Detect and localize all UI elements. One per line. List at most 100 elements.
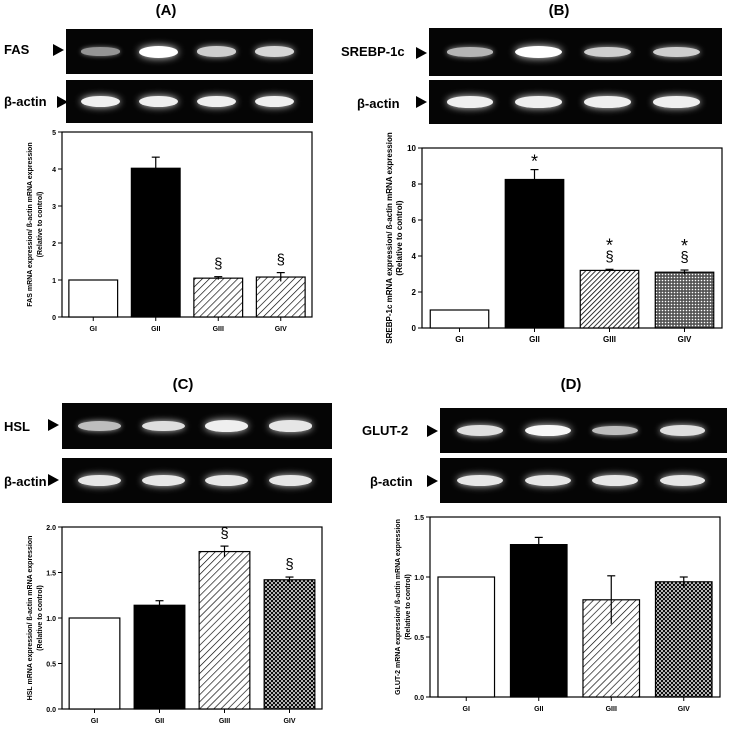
gel-actin-b	[429, 80, 722, 124]
y-axis-label-2: (Relative to control)	[395, 200, 404, 275]
gel-band	[141, 474, 185, 487]
y-tick-label: 4	[52, 167, 56, 174]
chart-c: 0.0 0.5 1.0 1.5 2.0 HSL mRNA expression/ ß-ac…	[27, 525, 323, 725]
gel-band	[268, 474, 312, 487]
y-tick-label: 1.0	[414, 575, 424, 582]
x-tick-label: GI	[455, 335, 463, 344]
actin-label-a: β-actin	[4, 94, 47, 109]
x-tick-label: GIV	[678, 706, 690, 713]
y-tick-label: 2	[412, 288, 417, 297]
plot-frame	[421, 147, 723, 329]
arrow-icon	[57, 96, 68, 108]
gel-band	[457, 425, 504, 436]
significance-mark: §	[605, 248, 613, 265]
gel-band	[138, 45, 179, 58]
bar-giv	[255, 276, 306, 318]
y-axis-label: GLUT-2 mRNA expression/ ß-actin mRNA exp…	[395, 519, 402, 695]
x-tick-label: GII	[529, 335, 540, 344]
x-tick-label: GIII	[219, 718, 230, 725]
y-tick-label: 6	[412, 216, 417, 225]
bar-gii	[133, 604, 186, 710]
gel-band	[78, 474, 122, 487]
bar-gi	[68, 617, 121, 710]
y-tick-label: 0.5	[414, 635, 424, 642]
bar-gii	[504, 178, 565, 329]
bar-giv	[654, 581, 713, 698]
x-tick-label: GIV	[283, 718, 295, 725]
x-tick-label: GIV	[678, 335, 692, 344]
y-tick-label: 5	[52, 130, 56, 137]
x-tick-label: GIII	[603, 335, 616, 344]
actin-label-b: β-actin	[357, 96, 400, 111]
gel-band	[141, 420, 185, 432]
x-tick-label: GIII	[213, 326, 224, 333]
gel-band	[659, 425, 706, 436]
panel-label-c: (C)	[172, 376, 194, 393]
y-axis-label-2: (Relative to control)	[405, 574, 412, 640]
significance-mark: *	[681, 236, 688, 256]
significance-mark: §	[277, 252, 285, 269]
significance-mark: §	[214, 256, 222, 273]
y-tick-label: 2	[52, 241, 56, 248]
chart-d: 0.0 0.5 1.0 1.5 GLUT-2 mRNA expression/ ß-ac…	[395, 515, 721, 713]
chart-b: 0 2 4 6 8 10 SREBP-1c mRNA expression/ ß-actin…	[385, 132, 723, 344]
y-tick-label: 1.5	[414, 515, 424, 522]
gel-band	[653, 96, 701, 108]
y-tick-label: 2.0	[46, 525, 56, 532]
arrow-icon	[416, 47, 427, 59]
y-tick-label: 0.5	[46, 662, 56, 669]
gel-band	[78, 421, 122, 431]
arrow-icon	[48, 474, 59, 486]
gel-band	[268, 420, 312, 432]
panel-label-d: (D)	[560, 376, 582, 393]
significance-mark: *	[531, 152, 538, 172]
plot-frame	[429, 516, 721, 698]
y-axis-label-2: (Relative to control)	[37, 585, 44, 651]
gel-gene-c	[62, 403, 332, 449]
y-axis-label: HSL mRNA expression/ ß-actin mRNA expres…	[27, 536, 34, 701]
gel-band	[653, 46, 701, 58]
plot-frame	[61, 131, 313, 318]
y-tick-label: 0	[412, 324, 417, 333]
x-tick-label: GI	[90, 326, 97, 333]
gene-label-b: SREBP-1c	[341, 44, 405, 59]
bar-giii	[193, 277, 244, 318]
gel-band	[205, 474, 249, 487]
x-tick-label: GII	[155, 718, 164, 725]
bar-giii	[579, 269, 640, 329]
bar-gi	[68, 279, 119, 318]
y-axis-label: SREBP-1c mRNA expression/ ß-actin mRNA e…	[385, 132, 394, 344]
y-tick-label: 1.0	[46, 616, 56, 623]
x-tick-label: GI	[91, 718, 98, 725]
gel-actin-a	[66, 80, 313, 123]
arrow-icon	[427, 425, 438, 437]
y-tick-label: 0	[52, 315, 56, 322]
gel-band	[659, 474, 706, 487]
y-tick-label: 10	[407, 144, 416, 153]
gel-actin-c	[62, 458, 332, 503]
gel-band	[584, 46, 632, 58]
bar-giv	[263, 579, 316, 710]
gel-gene-a	[66, 29, 313, 74]
x-tick-label: GII	[534, 706, 543, 713]
gel-band	[446, 96, 494, 108]
gel-band	[254, 95, 295, 108]
bar-gi	[437, 576, 496, 698]
gene-label-c: HSL	[4, 419, 30, 434]
x-tick-label: GIV	[275, 326, 287, 333]
gel-band	[515, 46, 563, 58]
gel-gene-d	[440, 408, 727, 453]
bar-giii	[198, 550, 251, 710]
gel-band	[138, 95, 179, 108]
y-axis-label: FAS mRNA expression/ ß-actin mRNA expres…	[27, 142, 34, 306]
gene-label-d: GLUT-2	[362, 423, 409, 438]
bar-gi	[429, 309, 490, 329]
significance-mark: §	[220, 525, 228, 542]
gel-band	[524, 424, 571, 437]
bar-gii	[130, 167, 181, 318]
x-tick-label: GII	[151, 326, 160, 333]
significance-mark: §	[680, 249, 688, 266]
significance-mark: §	[285, 556, 293, 573]
y-tick-label: 3	[52, 204, 56, 211]
gel-band	[446, 47, 494, 57]
